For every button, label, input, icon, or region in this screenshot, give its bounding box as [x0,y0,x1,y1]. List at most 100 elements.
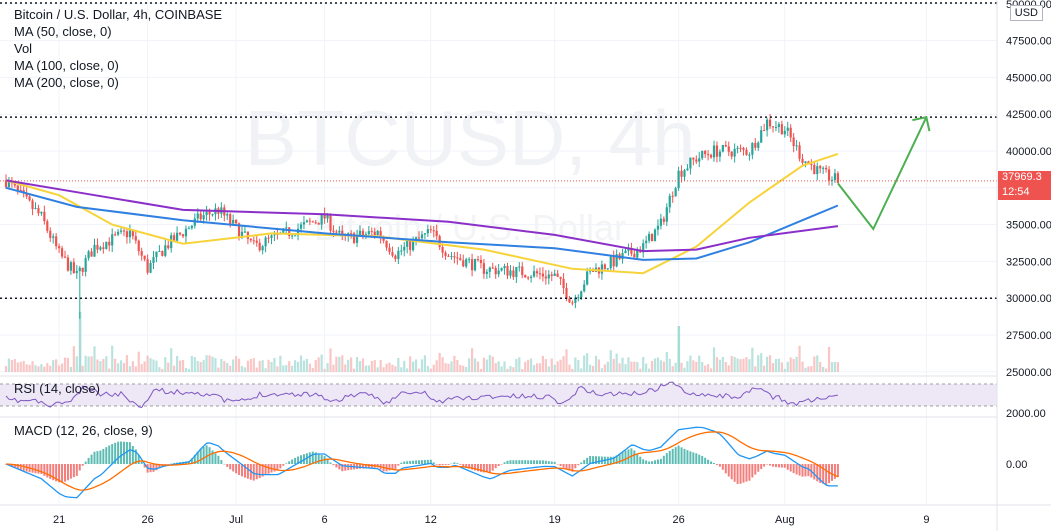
volume-bar [795,356,798,372]
candle-body [361,230,365,236]
macd-axis-label: 0.00 [1006,459,1027,471]
volume-bar [66,357,70,372]
volume-bar [789,357,792,372]
macd-histogram-bar [412,460,415,464]
macd-histogram-bar [482,464,485,473]
candle-body [550,274,553,277]
candle-body [326,214,329,219]
volume-bar [594,355,598,372]
candle-body [409,240,412,251]
macd-histogram-bar [217,455,220,464]
candle-body [232,219,235,224]
volume-bar [819,361,822,372]
volume-bar [491,356,494,372]
volume-bar [249,358,252,372]
legend-ma200[interactable]: MA (200, close, 0) [14,75,119,90]
volume-bar [771,363,775,372]
forecast-arrowhead [912,115,931,132]
candle-body [721,145,724,152]
candle-body [473,259,477,271]
candle-body [447,255,450,257]
macd-histogram-bar [444,464,447,466]
candle-body [58,246,61,249]
volume-bar [524,361,527,372]
volume-bar [577,360,580,372]
macd-histogram-bar [190,458,193,464]
legend-ma100[interactable]: MA (100, close, 0) [14,58,119,73]
macd-histogram-bar [279,464,282,469]
candle-body [49,230,52,238]
candle-body [468,259,471,261]
rsi-axis-label: 2000.00 [1006,408,1046,420]
price-label: 25000.00 [1006,367,1051,379]
legend-vol[interactable]: Vol [14,41,33,56]
volume-bar [503,361,506,372]
candle-body [367,231,370,235]
volume-bar [131,361,134,372]
volume-bar [19,361,22,372]
volume-bar [235,356,238,372]
macd-histogram-bar [282,464,285,466]
candle-body [757,142,760,148]
volume-bar [500,366,503,372]
macd-histogram-bar [754,464,757,475]
macd-histogram-bar [102,449,105,464]
macd-histogram-bar [777,464,780,468]
candle-body [819,166,822,169]
candle-body [406,240,409,247]
volume-bar [606,361,609,372]
candle-body [235,219,238,224]
volume-bar [479,368,483,372]
candle-body [804,161,807,163]
candle-body [674,188,677,197]
candle-body [453,256,456,258]
macd-label[interactable]: MACD (12, 26, close, 9) [14,423,153,438]
volume-bar [49,365,52,372]
macd-histogram-bar [668,450,671,464]
volume-bar [122,363,126,372]
grid-lines [0,0,997,505]
candle-body [87,251,90,259]
candle-body [388,247,391,253]
rsi-line [5,381,838,409]
time-label: 9 [923,514,929,526]
volume-bar [686,361,689,372]
macd-histogram-bar [757,464,760,472]
volume-bar [571,368,574,372]
macd-histogram-bar [769,464,772,466]
macd-histogram-bar [75,464,78,476]
candle-body [264,237,267,247]
price-label: 40000.00 [1006,146,1051,158]
legend-ma50[interactable]: MA (50, close, 0) [14,24,112,39]
candle-body [739,147,742,149]
macd-histogram-bar [674,447,677,464]
macd-histogram-bar [52,464,55,481]
macd-histogram-bar [320,455,323,464]
volume-bar [264,368,267,372]
macd-histogram-bar [276,464,279,471]
rsi-label[interactable]: RSI (14, close) [14,381,100,396]
macd-histogram-bar [689,451,692,464]
volume-bar [190,356,193,372]
volume-bar [813,356,816,372]
candle-body [140,251,143,256]
volume-bar [338,356,341,372]
currency-button[interactable]: USD [1009,5,1043,21]
volume-bar [28,364,31,372]
candle-body [547,274,550,279]
macd-histogram-bar [654,460,656,464]
candle-body [81,267,84,272]
macd-histogram-bar [462,464,465,467]
volume-bar [471,348,474,372]
macd-histogram-bar [261,464,264,477]
volume-bar [630,361,633,372]
macd-histogram-bar [84,461,87,464]
volume-bar [527,359,530,372]
candle-body [317,222,320,225]
macd-histogram-bar [108,445,111,464]
macd-histogram-bar [46,464,49,478]
candle-body [482,263,485,274]
volume-bar [43,366,46,372]
macd-histogram-bar [556,464,559,465]
